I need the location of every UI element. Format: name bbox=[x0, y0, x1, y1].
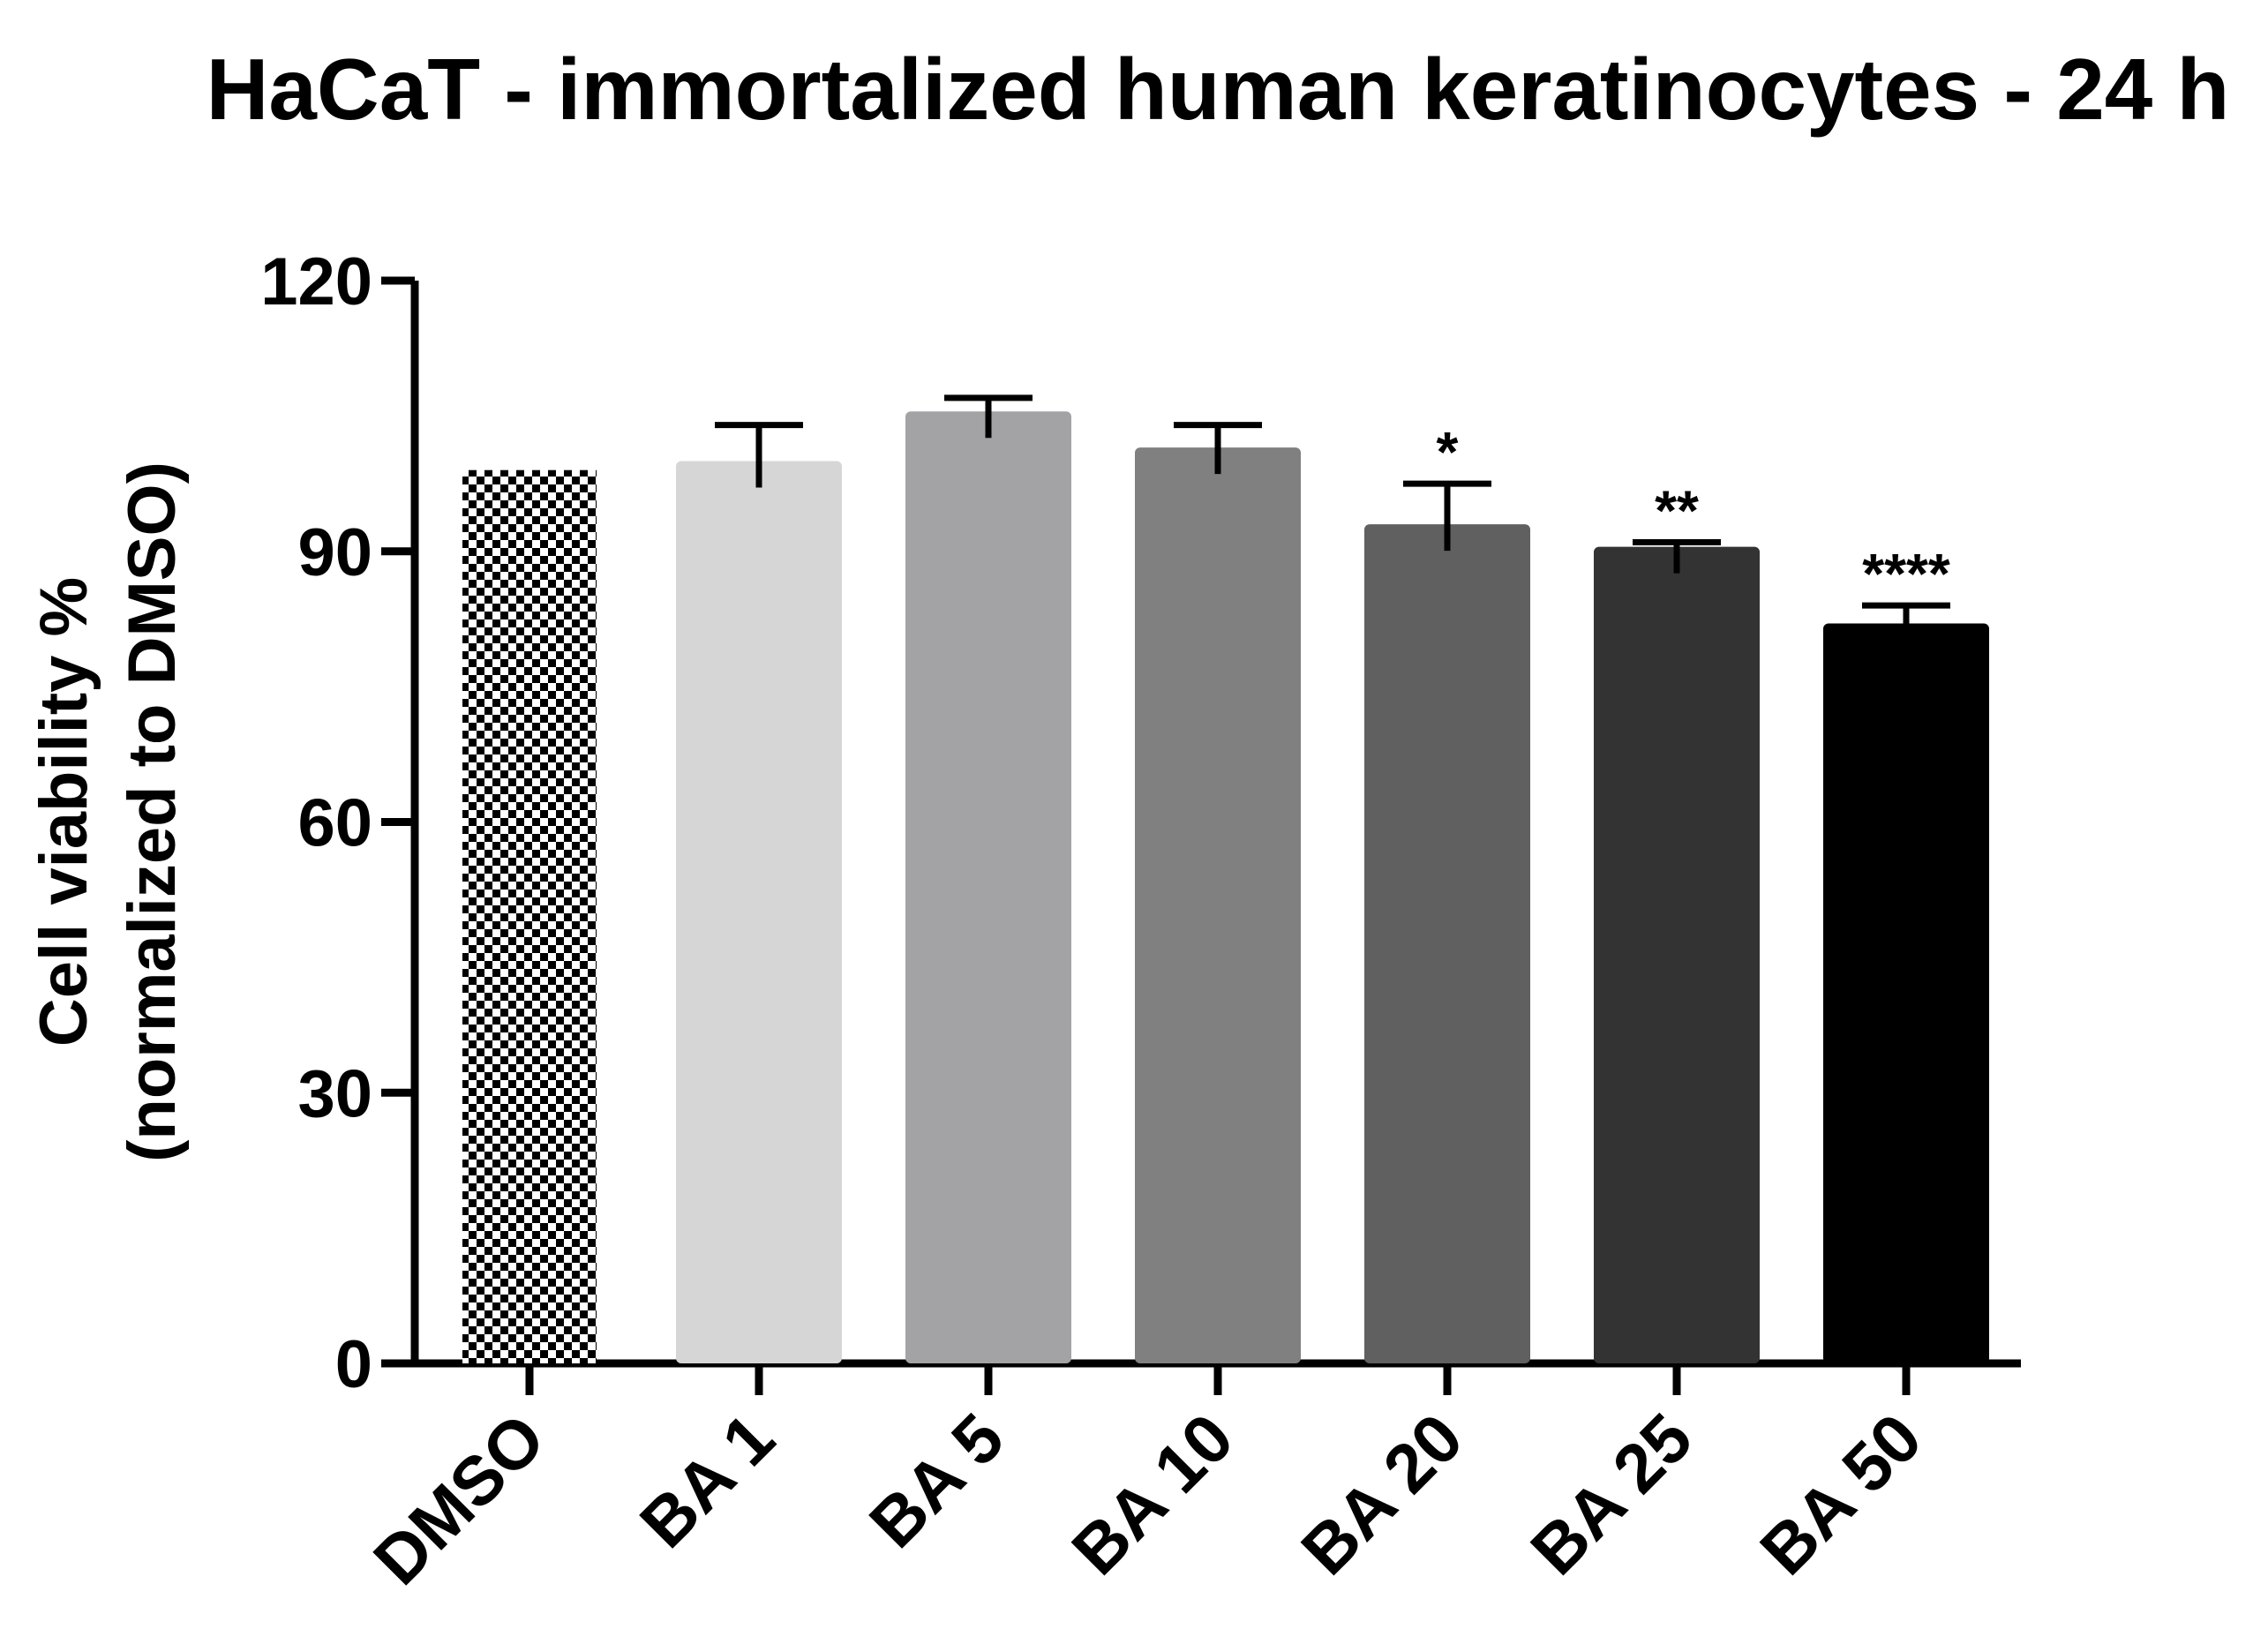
y-tick-label: 120 bbox=[260, 244, 372, 319]
bar-dmso bbox=[462, 469, 597, 1363]
bar-ba-20 bbox=[1364, 524, 1530, 1363]
bar-ba-1 bbox=[676, 461, 842, 1363]
y-tick-label: 60 bbox=[297, 786, 372, 861]
bar-ba-50 bbox=[1823, 623, 1989, 1363]
x-tick-label: BA 50 bbox=[1746, 1399, 1937, 1590]
y-tick-label: 0 bbox=[335, 1327, 372, 1402]
bar-ba-5 bbox=[905, 411, 1071, 1364]
x-tick-label: BA 20 bbox=[1287, 1399, 1478, 1590]
y-tick-label: 90 bbox=[297, 515, 372, 590]
y-axis-label-line1: Cell viability % bbox=[26, 577, 101, 1047]
y-axis-label-line2: (normalized to DMSO) bbox=[115, 462, 190, 1162]
bar-ba-10 bbox=[1135, 447, 1301, 1364]
x-tick-label: BA 5 bbox=[854, 1399, 1018, 1563]
plot-area: 0 30 60 90 120 DMSO BA 1 BA 5 BA 10 * BA 20 ** BA 25… bbox=[260, 244, 2021, 1599]
x-tick-label: BA 25 bbox=[1516, 1399, 1708, 1590]
x-tick-label: BA 1 bbox=[625, 1399, 789, 1563]
x-tick-label: DMSO bbox=[358, 1399, 559, 1600]
bar-ba-25 bbox=[1594, 546, 1760, 1363]
chart-title: HaCaT - immortalized human keratinocytes… bbox=[207, 41, 2230, 138]
y-tick-label: 30 bbox=[297, 1056, 372, 1131]
significance-label: ** bbox=[1655, 479, 1699, 543]
significance-label: **** bbox=[1862, 542, 1950, 605]
x-tick-label: BA 10 bbox=[1057, 1399, 1249, 1590]
significance-label: * bbox=[1437, 420, 1459, 484]
y-axis-label: Cell viability % (normalized to DMSO) bbox=[26, 462, 190, 1162]
